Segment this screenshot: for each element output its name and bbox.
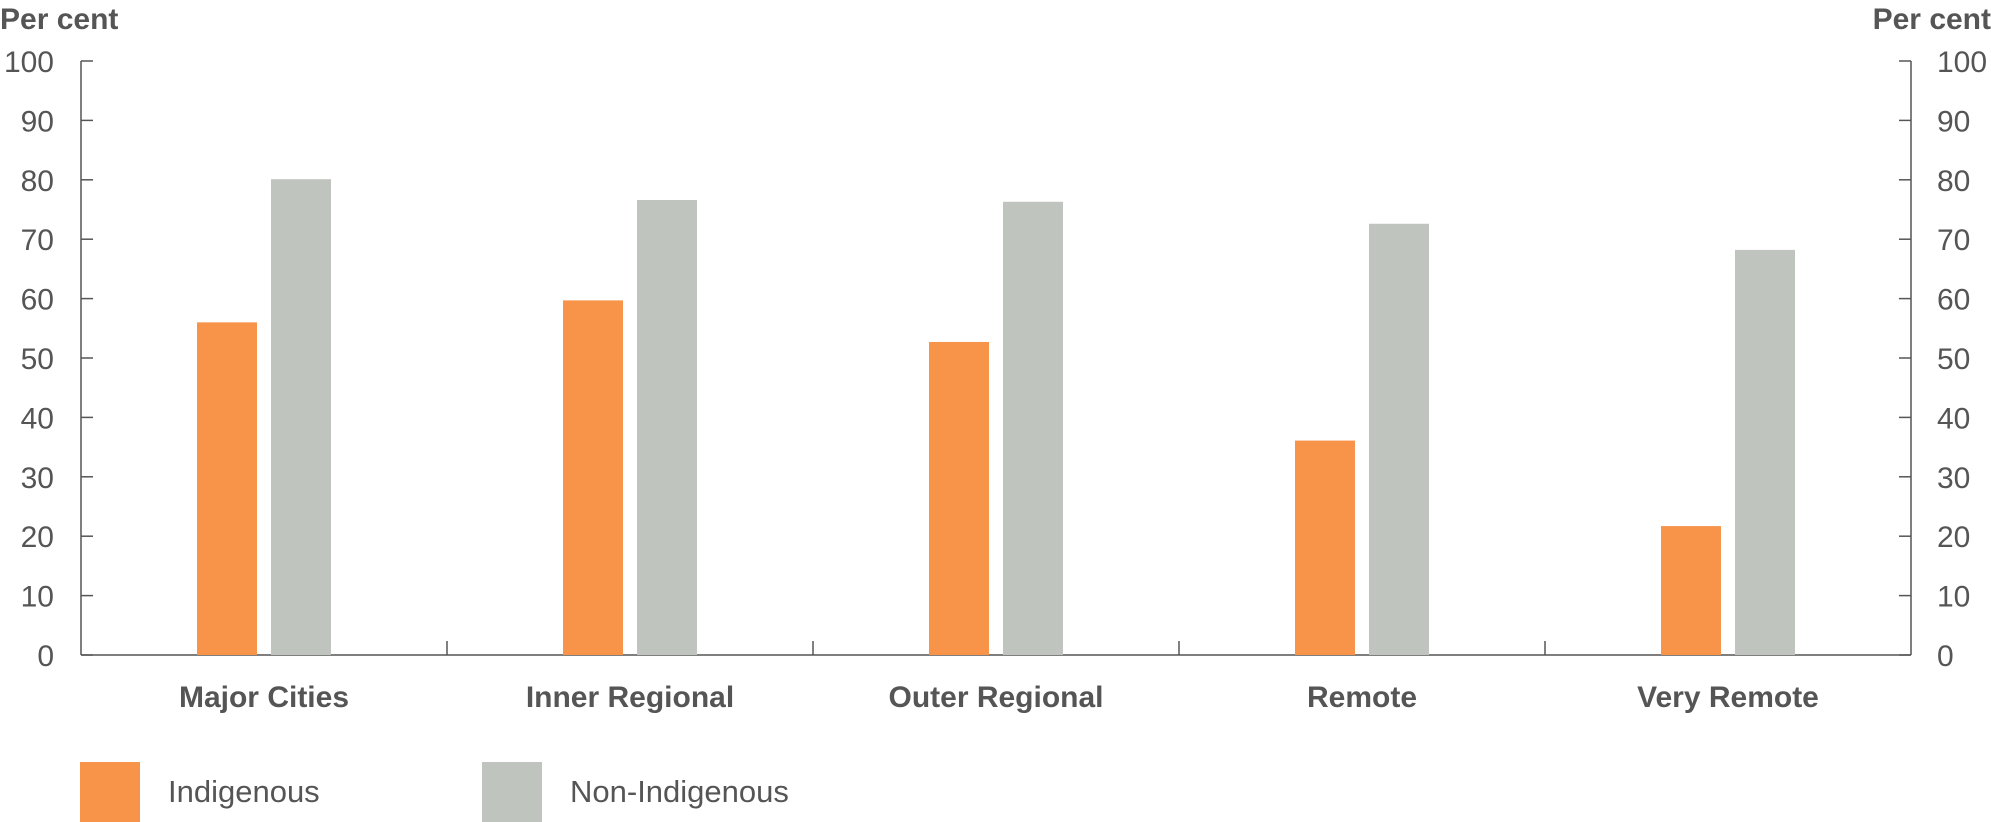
right-y-axis-label: Per cent <box>1873 3 1991 36</box>
bar-indigenous <box>197 322 257 655</box>
right-y-tick-label: 70 <box>1937 224 1970 257</box>
left-y-tick-label: 80 <box>21 165 54 198</box>
x-category-label: Very Remote <box>1637 681 1819 714</box>
legend-item-indigenous: Indigenous <box>80 762 320 822</box>
bar-indigenous <box>563 300 623 655</box>
right-y-tick-label: 60 <box>1937 284 1970 317</box>
right-y-tick-label: 90 <box>1937 105 1970 138</box>
x-category-label: Outer Regional <box>888 681 1103 714</box>
bar-indigenous <box>1295 440 1355 655</box>
left-y-tick-label: 90 <box>21 105 54 138</box>
bar-indigenous <box>929 341 989 655</box>
legend-label-indigenous: Indigenous <box>168 774 320 809</box>
left-y-tick-label: 0 <box>37 640 54 673</box>
legend-label-non-indigenous: Non-Indigenous <box>570 774 789 809</box>
bar-non-indigenous <box>271 179 331 655</box>
left-y-tick-label: 40 <box>21 402 54 435</box>
right-y-tick-label: 80 <box>1937 165 1970 198</box>
bar-non-indigenous <box>1369 223 1429 656</box>
right-y-tick-label: 10 <box>1937 581 1970 614</box>
bar-chart: 0 0 10 10 20 20 30 30 40 40 50 50 60 60 70 70 80 80 90 90 10… <box>0 3 1991 714</box>
bar-non-indigenous <box>1003 201 1063 655</box>
right-y-tick-label: 0 <box>1937 640 1954 673</box>
x-category-label: Inner Regional <box>526 681 734 714</box>
bar-non-indigenous <box>1735 249 1795 655</box>
legend-swatch-indigenous <box>80 762 140 822</box>
left-y-tick-label: 20 <box>21 521 54 554</box>
bar-non-indigenous <box>637 199 697 655</box>
left-y-tick-label: 70 <box>21 224 54 257</box>
chart-labels: 0 0 10 10 20 20 30 30 40 40 50 50 60 60 70 70 80 80 90 90 10… <box>0 3 1991 714</box>
left-y-tick-label: 30 <box>21 462 54 495</box>
legend-item-non-indigenous: Non-Indigenous <box>482 762 789 822</box>
right-y-tick-label: 50 <box>1937 343 1970 376</box>
x-category-label: Remote <box>1307 681 1417 714</box>
left-y-tick-label: 10 <box>21 581 54 614</box>
bar-indigenous <box>1661 526 1721 655</box>
left-y-tick-label: 60 <box>21 284 54 317</box>
chart-bars <box>197 179 1795 656</box>
right-y-tick-label: 30 <box>1937 462 1970 495</box>
left-y-axis-label: Per cent <box>0 3 118 36</box>
right-y-tick-label: 40 <box>1937 402 1970 435</box>
legend-swatch-non-indigenous <box>482 762 542 822</box>
left-y-tick-label: 100 <box>4 46 54 79</box>
left-y-tick-label: 50 <box>21 343 54 376</box>
chart-axes <box>80 60 1912 656</box>
right-y-tick-label: 100 <box>1937 46 1987 79</box>
right-y-tick-label: 20 <box>1937 521 1970 554</box>
x-category-label: Major Cities <box>179 681 349 714</box>
